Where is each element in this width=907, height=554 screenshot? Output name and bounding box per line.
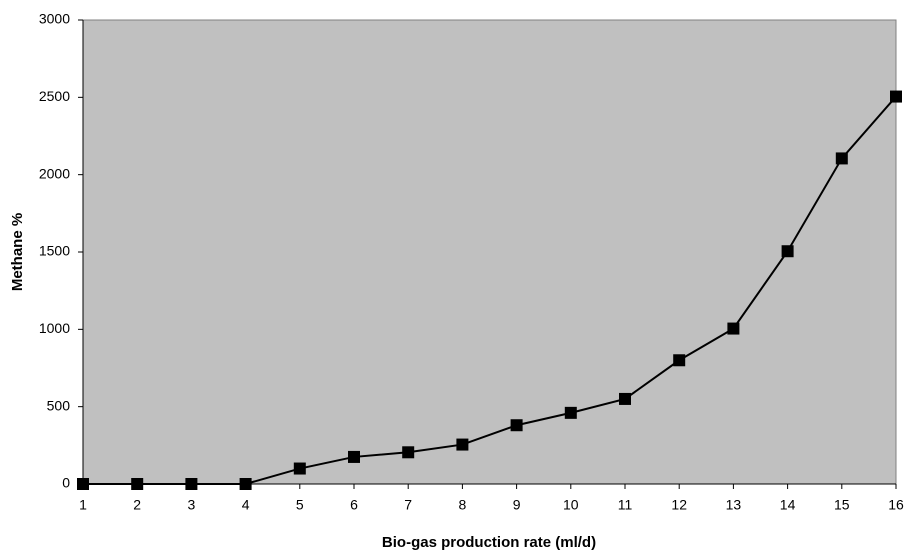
y-tick-label: 0 <box>62 475 70 491</box>
marker <box>835 152 848 165</box>
y-tick-label: 1500 <box>39 243 70 259</box>
data-line <box>83 95 897 485</box>
x-tick-label: 4 <box>242 497 250 513</box>
y-tick-label: 2000 <box>39 165 70 181</box>
y-axis-label: Methane % <box>9 213 26 291</box>
x-tick-label: 10 <box>563 497 579 513</box>
x-tick-label: 6 <box>350 497 358 513</box>
marker <box>293 462 306 475</box>
x-tick-label: 13 <box>726 497 742 513</box>
x-tick-label: 14 <box>780 497 796 513</box>
marker <box>131 478 144 490</box>
y-tick-label: 1000 <box>39 320 70 336</box>
x-tick-label: 7 <box>404 497 412 513</box>
x-axis-label: Bio-gas production rate (ml/d) <box>382 534 596 551</box>
x-tick-label: 9 <box>513 497 521 513</box>
marker <box>239 478 252 490</box>
marker <box>348 450 360 463</box>
marker <box>564 406 577 419</box>
x-tick-label: 11 <box>618 497 633 513</box>
marker <box>890 90 902 103</box>
y-tick-label: 2500 <box>39 88 70 104</box>
x-tick-label: 8 <box>459 497 467 513</box>
marker <box>673 354 686 367</box>
x-tick-label: 12 <box>671 497 687 513</box>
x-tick-label: 16 <box>888 497 904 513</box>
marker <box>185 478 198 490</box>
y-tick-label: 500 <box>47 397 71 413</box>
marker <box>510 419 523 432</box>
marker <box>781 245 794 258</box>
marker <box>727 322 740 335</box>
marker <box>77 478 89 490</box>
marker <box>456 438 469 451</box>
x-tick-label: 2 <box>133 497 141 513</box>
x-tick-label: 3 <box>188 497 196 513</box>
marker <box>402 446 415 459</box>
y-tick-label: 3000 <box>39 11 70 27</box>
x-tick-label: 5 <box>296 497 304 513</box>
x-tick-label: 15 <box>834 497 850 513</box>
plot-area <box>82 19 897 485</box>
x-tick-label: 1 <box>79 497 87 513</box>
marker <box>619 392 631 405</box>
